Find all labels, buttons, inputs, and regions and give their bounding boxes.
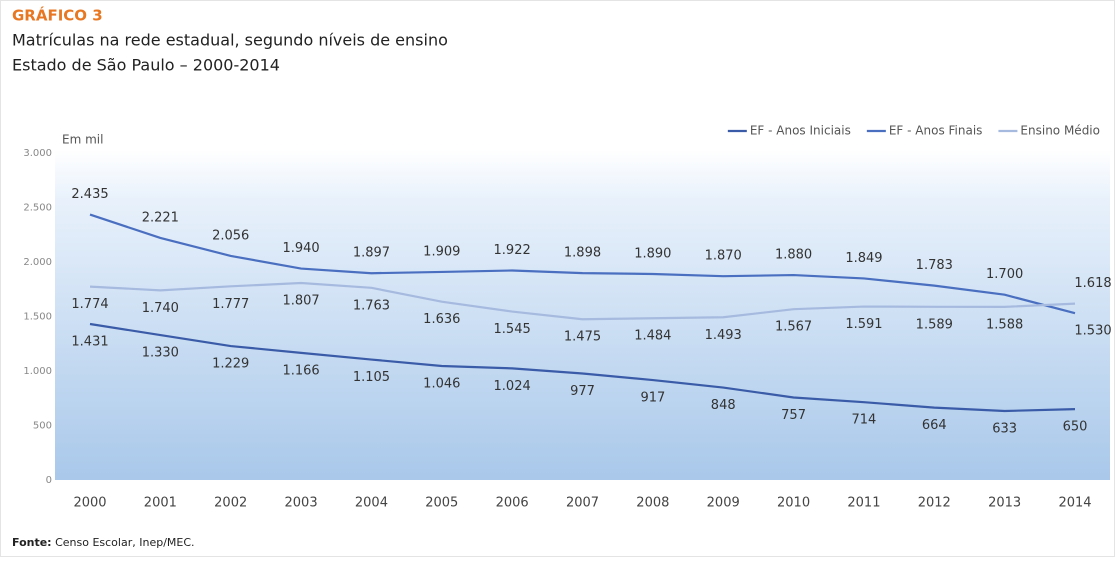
data-label: 1.890 xyxy=(634,246,671,261)
data-label: 1.588 xyxy=(986,317,1023,332)
data-label: 1.431 xyxy=(71,335,108,350)
data-label: 1.567 xyxy=(775,320,812,335)
data-label: 1.105 xyxy=(353,370,390,385)
data-label: 1.636 xyxy=(423,312,460,327)
data-label: 1.740 xyxy=(142,301,179,316)
x-tick-label: 2009 xyxy=(707,496,740,511)
data-label: 1.940 xyxy=(282,241,319,256)
data-label: 1.618 xyxy=(1074,276,1111,291)
data-label: 1.777 xyxy=(212,297,249,312)
data-label: 714 xyxy=(852,413,877,428)
data-label: 650 xyxy=(1063,420,1088,435)
legend-label: EF - Anos Finais xyxy=(889,124,983,138)
data-label: 1.545 xyxy=(494,322,531,337)
data-label: 917 xyxy=(640,391,665,406)
data-label: 1.166 xyxy=(282,363,319,378)
y-tick-label: 500 xyxy=(33,421,52,432)
x-tick-label: 2001 xyxy=(144,496,177,511)
data-label: 1.849 xyxy=(845,251,882,266)
y-axis-label: Em mil xyxy=(62,133,103,147)
y-tick-label: 3.000 xyxy=(23,148,52,159)
chart-title: GRÁFICO 3 xyxy=(12,6,103,25)
data-label: 1.700 xyxy=(986,267,1023,282)
x-tick-label: 2004 xyxy=(355,496,388,511)
data-label: 664 xyxy=(922,418,947,433)
subtitle: Matrículas na rede estadual, segundo nív… xyxy=(12,31,448,50)
data-label: 1.589 xyxy=(916,317,953,332)
data-label: 757 xyxy=(781,408,806,423)
data-label: 633 xyxy=(992,422,1017,437)
x-tick-label: 2002 xyxy=(214,496,247,511)
data-label: 1.484 xyxy=(634,329,671,344)
data-label: 1.880 xyxy=(775,248,812,263)
x-tick-label: 2006 xyxy=(496,496,529,511)
data-label: 1.475 xyxy=(564,330,601,345)
data-label: 1.591 xyxy=(845,317,882,332)
x-tick-label: 2007 xyxy=(566,496,599,511)
series-line xyxy=(89,322,1076,413)
data-label: 1.898 xyxy=(564,246,601,261)
data-label: 2.221 xyxy=(142,210,179,225)
data-label: 1.024 xyxy=(494,379,531,394)
source: Fonte: Censo Escolar, Inep/MEC. xyxy=(12,536,195,549)
source-text: Censo Escolar, Inep/MEC. xyxy=(55,536,194,549)
data-label: 1.774 xyxy=(71,297,108,312)
data-label: 1.530 xyxy=(1074,324,1111,339)
legend-label: EF - Anos Iniciais xyxy=(750,124,851,138)
x-tick-label: 2013 xyxy=(988,496,1021,511)
x-tick-label: 2011 xyxy=(847,496,880,511)
source-label: Fonte: xyxy=(12,536,52,549)
data-label: 848 xyxy=(711,398,736,413)
x-tick-label: 2000 xyxy=(73,496,106,511)
data-label: 1.763 xyxy=(353,298,390,313)
y-tick-label: 1.000 xyxy=(23,366,52,377)
x-tick-label: 2005 xyxy=(425,496,458,511)
x-tick-label: 2012 xyxy=(918,496,951,511)
data-label: 1.046 xyxy=(423,376,460,391)
x-tick-label: 2010 xyxy=(777,496,810,511)
data-label: 2.056 xyxy=(212,228,249,243)
legend-label: Ensino Médio xyxy=(1020,124,1100,138)
x-tick-label: 2003 xyxy=(285,496,318,511)
data-label: 1.897 xyxy=(353,246,390,261)
y-tick-label: 1.500 xyxy=(23,312,52,323)
data-label: 1.922 xyxy=(494,243,531,258)
data-label: 1.783 xyxy=(916,258,953,273)
x-tick-label: 2008 xyxy=(636,496,669,511)
plot-background xyxy=(55,150,1110,480)
series-line xyxy=(89,281,1076,321)
series-line xyxy=(89,213,1076,315)
data-label: 1.330 xyxy=(142,346,179,361)
y-tick-label: 2.500 xyxy=(23,203,52,214)
data-label: 977 xyxy=(570,384,595,399)
data-label: 2.435 xyxy=(71,187,108,202)
data-label: 1.493 xyxy=(705,328,742,343)
y-tick-label: 0 xyxy=(46,475,52,486)
y-tick-label: 2.000 xyxy=(23,257,52,268)
data-label: 1.909 xyxy=(423,244,460,259)
x-tick-label: 2014 xyxy=(1058,496,1091,511)
data-label: 1.229 xyxy=(212,357,249,372)
data-label: 1.870 xyxy=(705,249,742,264)
data-label: 1.807 xyxy=(282,294,319,309)
subtitle: Estado de São Paulo – 2000-2014 xyxy=(12,56,280,75)
